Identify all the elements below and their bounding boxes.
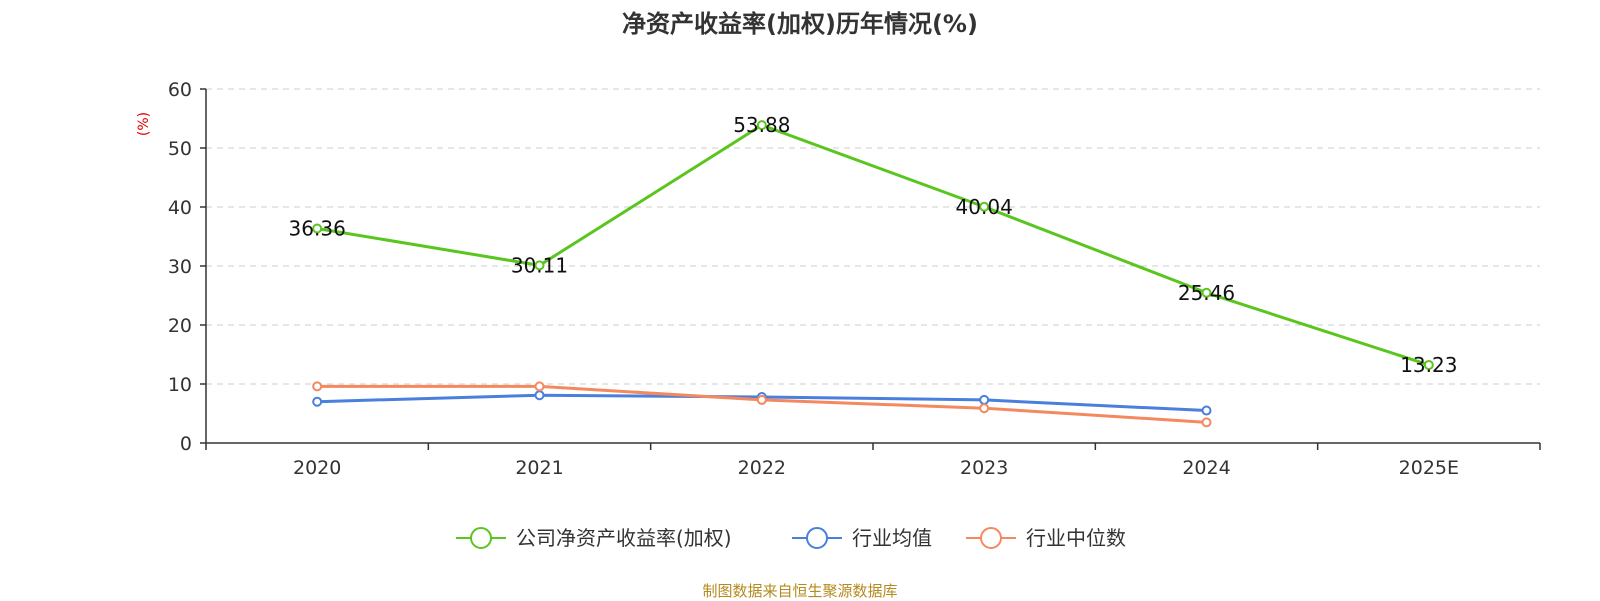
data-point	[1423, 359, 1434, 370]
chart-title: 净资产收益率(加权)历年情况(%)	[622, 10, 978, 38]
y-tick-label: 10	[168, 374, 192, 396]
legend[interactable]: 公司净资产收益率(加权) 行业均值 行业中位数	[456, 526, 1126, 550]
data-label: 40.04	[956, 195, 1013, 219]
legend-item[interactable]: 行业中位数	[966, 526, 1126, 550]
x-tick-label: 2025E	[1399, 457, 1459, 479]
data-point	[534, 390, 545, 401]
data-label: 36.36	[289, 216, 346, 240]
data-point	[534, 260, 545, 271]
y-tick-label: 30	[168, 256, 192, 278]
data-point	[534, 381, 545, 392]
legend-swatch-marker	[806, 527, 828, 549]
gridlines	[206, 88, 1540, 385]
x-tick-label: 2024	[1182, 457, 1230, 479]
legend-swatch-marker	[980, 527, 1002, 549]
legend-swatch-marker	[470, 527, 492, 549]
data-point	[312, 381, 323, 392]
x-tick-label: 2022	[738, 457, 786, 479]
data-point	[979, 394, 990, 405]
legend-item[interactable]: 行业均值	[792, 526, 932, 550]
legend-label: 行业均值	[852, 526, 932, 550]
series-line-0	[316, 123, 1430, 367]
data-label: 30.11	[511, 253, 568, 277]
data-point	[756, 394, 767, 405]
y-tick-label: 0	[180, 433, 192, 455]
data-point	[1201, 417, 1212, 428]
data-label: 25.46	[1178, 281, 1235, 305]
legend-item[interactable]: 公司净资产收益率(加权)	[456, 526, 732, 550]
x-tick-label: 2023	[960, 457, 1008, 479]
data-label: 53.88	[733, 113, 790, 137]
x-tick-label: 2021	[515, 457, 563, 479]
data-point	[979, 201, 990, 212]
y-tick-label: 40	[168, 197, 192, 219]
y-axis-unit-label: (%)	[136, 112, 152, 136]
data-point	[1201, 287, 1212, 298]
data-source-note: 制图数据来自恒生聚源数据库	[702, 582, 898, 600]
series-layer: 36.36 30.11 53.88 40.04 25.46 13.23	[289, 113, 1457, 428]
y-tick-label: 20	[168, 315, 192, 337]
legend-label: 行业中位数	[1026, 526, 1126, 550]
legend-label: 公司净资产收益率(加权)	[516, 526, 732, 550]
y-tick-label: 60	[168, 79, 192, 101]
data-point	[979, 403, 990, 414]
data-point	[312, 223, 323, 234]
data-point	[1201, 405, 1212, 416]
data-point	[312, 396, 323, 407]
y-tick-label: 50	[168, 138, 192, 160]
data-point	[756, 120, 767, 131]
axes: 0 10 20 30 40 50 60 2020 2021 2022 2023 2024 2025E	[168, 79, 1541, 479]
data-label: 13.23	[1400, 353, 1457, 377]
x-tick-label: 2020	[293, 457, 341, 479]
